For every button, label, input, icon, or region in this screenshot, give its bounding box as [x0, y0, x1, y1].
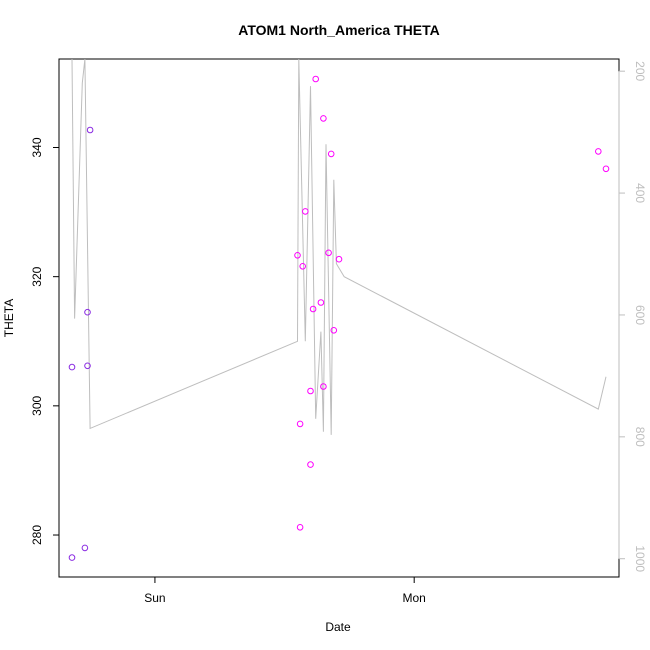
- data-point: [81, 544, 89, 552]
- data-point: [602, 165, 610, 173]
- y-axis-label: THETA: [2, 299, 16, 337]
- x-tick-label: Sun: [144, 591, 165, 605]
- data-point: [309, 305, 317, 313]
- data-point: [335, 255, 343, 263]
- x-tick-label: Mon: [403, 591, 426, 605]
- x-axis-label: Date: [325, 620, 351, 634]
- data-point: [325, 249, 332, 257]
- data-point: [68, 363, 76, 371]
- chart-marks: SunMonTue2803003203402004006008001000: [30, 58, 647, 605]
- data-point: [320, 115, 327, 122]
- data-point: [330, 327, 338, 334]
- data-point: [86, 126, 94, 134]
- data-point: [327, 150, 335, 158]
- right-y-tick-label: 600: [633, 305, 647, 325]
- right-y-tick-label: 1000: [633, 545, 647, 572]
- data-point: [294, 252, 301, 259]
- data-point: [320, 383, 327, 390]
- data-point: [296, 420, 304, 428]
- data-point: [296, 524, 304, 531]
- y-tick-label: 320: [30, 266, 44, 286]
- data-point: [302, 208, 309, 215]
- y-tick-label: 340: [30, 137, 44, 157]
- data-point: [595, 148, 602, 155]
- data-point: [299, 263, 307, 270]
- y-tick-label: 280: [30, 525, 44, 545]
- chart-title: ATOM1 North_America THETA: [238, 22, 439, 38]
- data-point: [307, 387, 314, 395]
- data-point: [317, 299, 325, 306]
- data-point: [84, 362, 91, 370]
- right-y-tick-label: 200: [633, 61, 647, 81]
- data-point: [307, 461, 314, 468]
- right-y-tick-label: 800: [633, 427, 647, 447]
- right-y-tick-label: 400: [633, 183, 647, 203]
- data-point: [84, 308, 91, 316]
- series-line: [71, 58, 607, 435]
- data-point: [68, 554, 76, 561]
- data-point: [312, 75, 320, 83]
- y-tick-label: 300: [30, 395, 44, 415]
